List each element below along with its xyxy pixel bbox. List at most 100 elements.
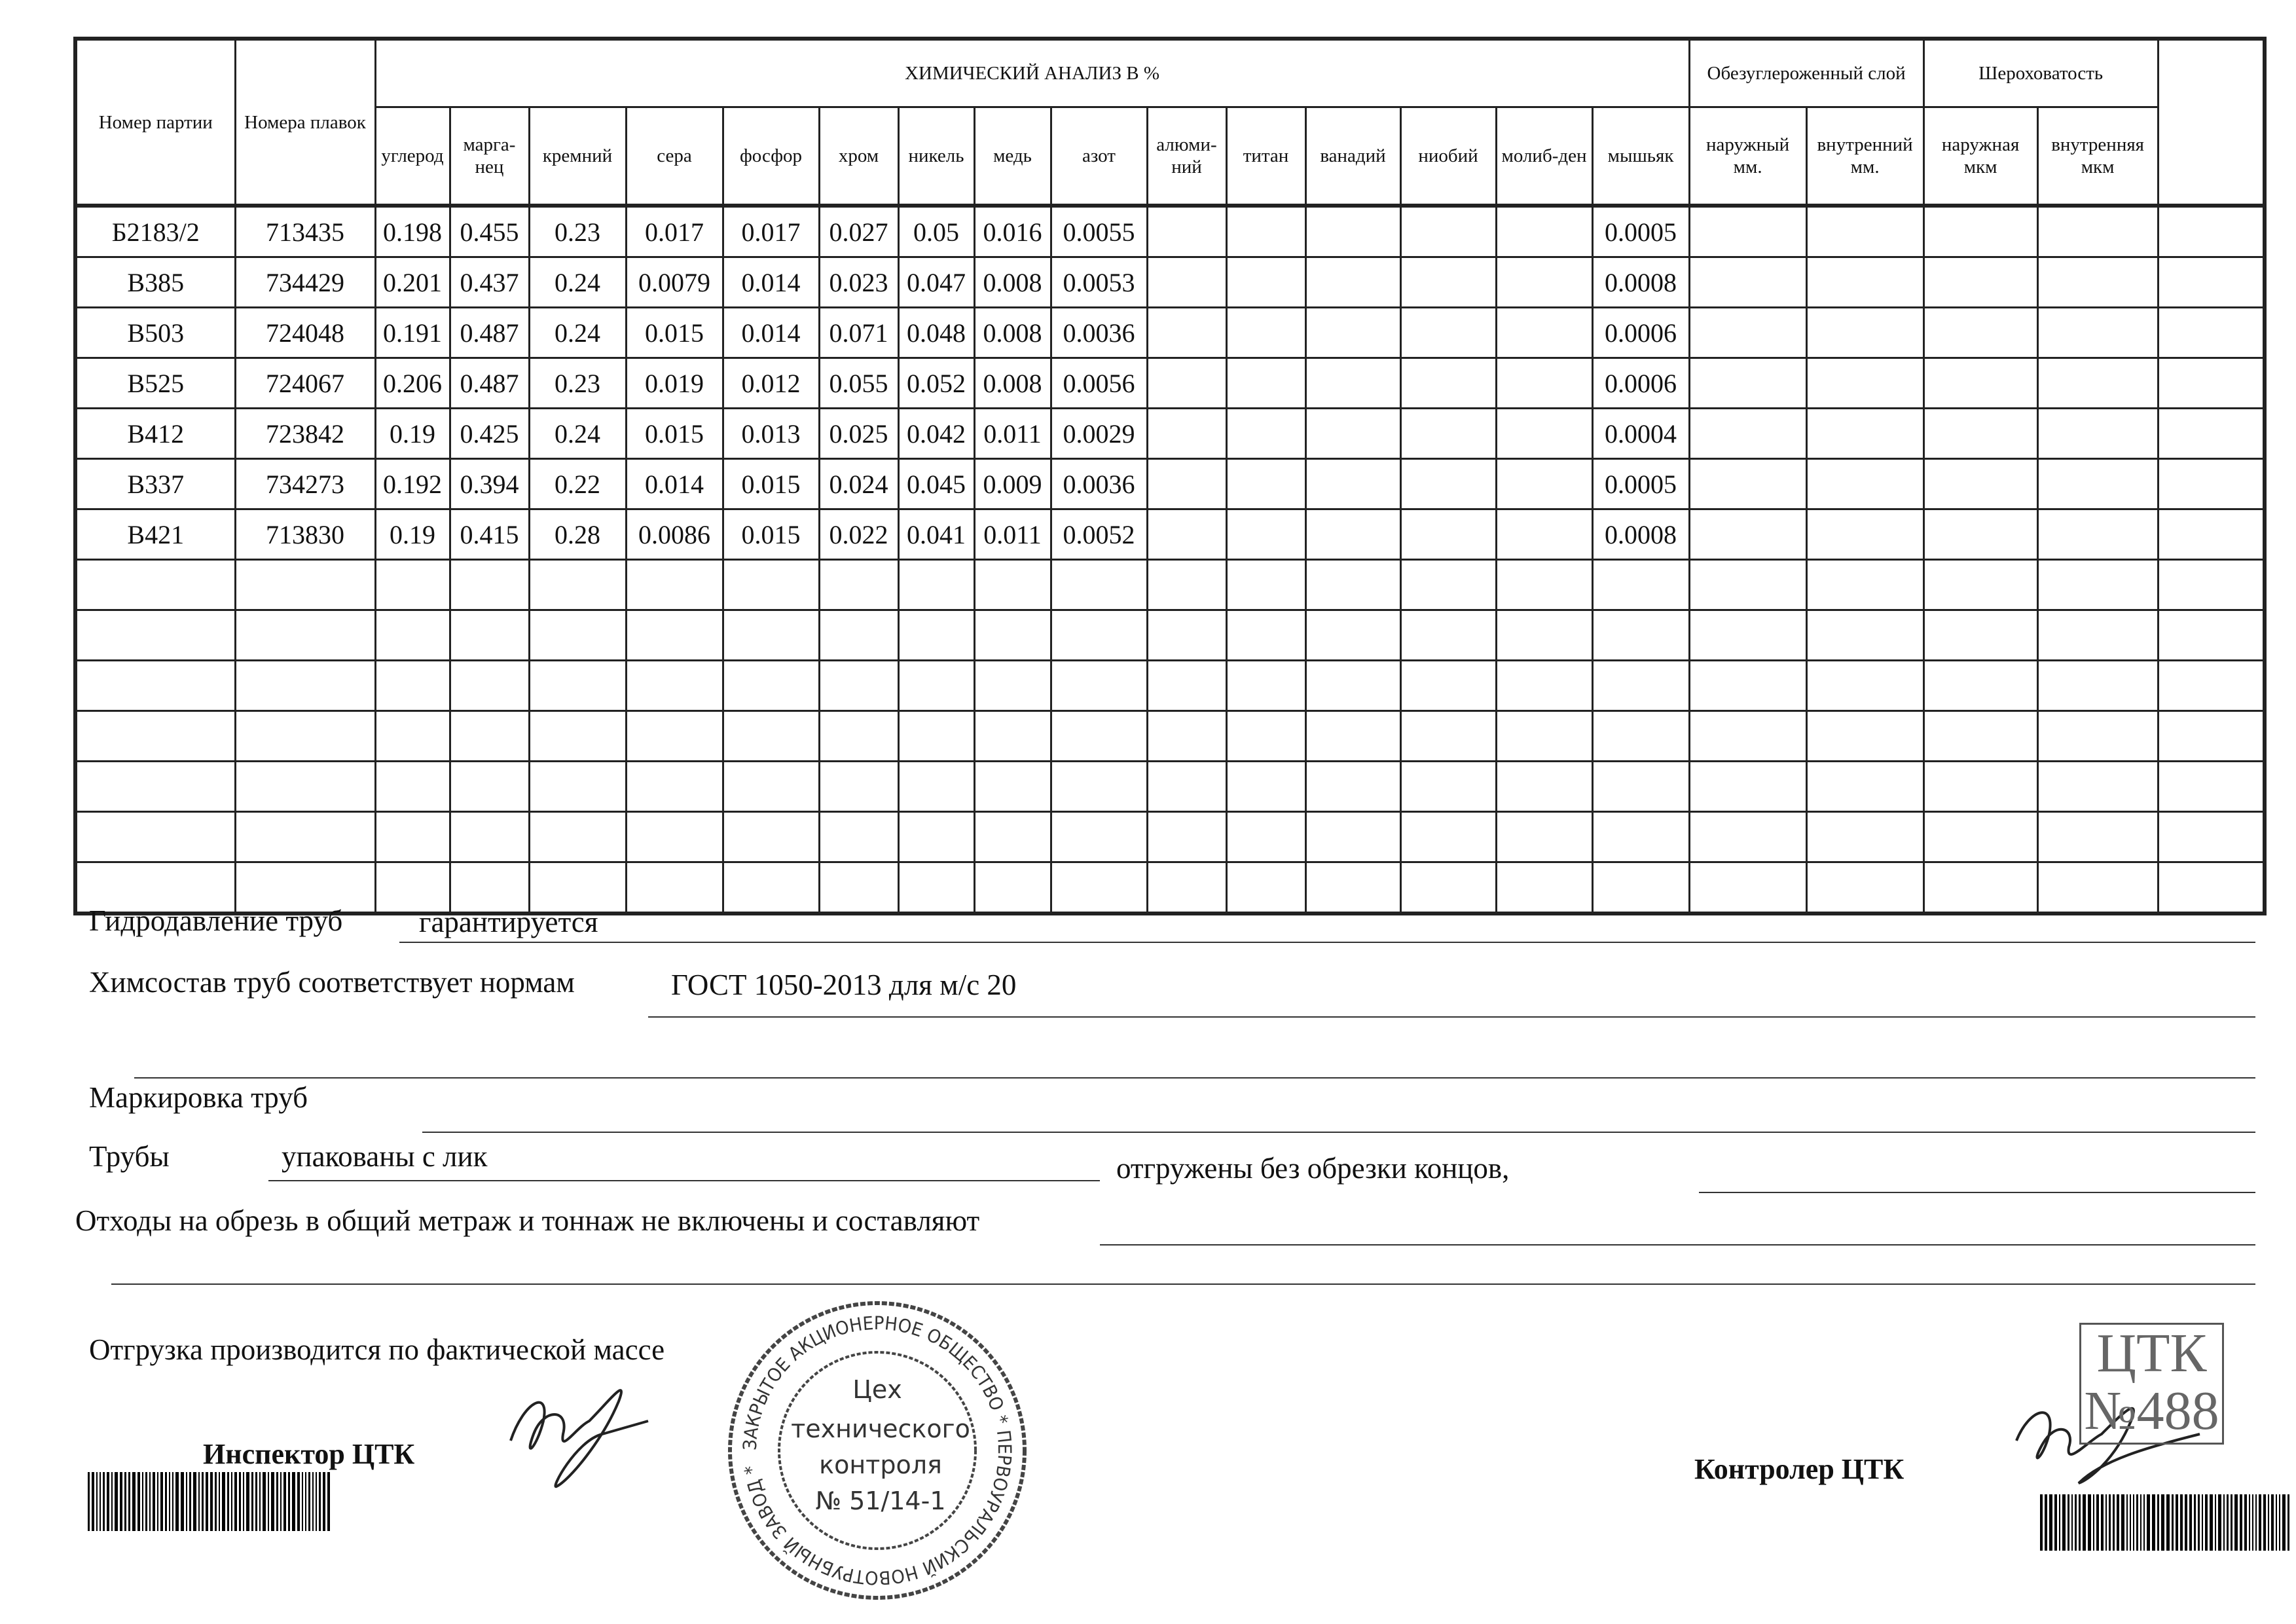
barcode-bar [189, 1472, 191, 1531]
table-cell: 0.011 [973, 407, 1052, 460]
barcode-bar [160, 1472, 163, 1531]
table-cell: 0.0053 [1049, 256, 1148, 308]
table-cell-blank [2157, 458, 2265, 510]
table-cell [2157, 861, 2265, 915]
table-row: В421 713830 0.19 0.415 0.28 0.0086 0.015 0.022 0… [74, 508, 2265, 561]
table-cell [1688, 861, 1808, 915]
header-decarburized-layer: Обезуглероженный слой [1688, 37, 1925, 108]
table-cell: 0.0006 [1591, 306, 1690, 359]
table-cell [625, 609, 724, 661]
table-cell [2036, 659, 2159, 712]
waste-rule [1100, 1244, 2255, 1246]
table-cell [1146, 811, 1228, 863]
table-cell [74, 659, 236, 712]
table-cell [2157, 559, 2265, 611]
table-cell: 0.019 [625, 357, 724, 409]
table-cell: 724067 [234, 357, 376, 409]
table-cell: 0.071 [818, 306, 900, 359]
table-cell [2036, 204, 2159, 258]
barcode-bar [243, 1472, 244, 1531]
barcode-bar [2271, 1494, 2274, 1551]
table-cell [897, 559, 975, 611]
table-cell [374, 710, 451, 762]
table-cell [1591, 760, 1690, 813]
barcode-bar [181, 1472, 184, 1531]
barcode-bar [271, 1472, 274, 1531]
barcode-bar [2287, 1494, 2289, 1551]
table-cell [1591, 710, 1690, 762]
table-cell [1049, 710, 1148, 762]
table-cell-blank [2157, 204, 2265, 258]
table-cell: 0.425 [448, 407, 530, 460]
stamp-line-3: контроля [819, 1450, 942, 1479]
table-cell [973, 559, 1052, 611]
table-cell [448, 559, 530, 611]
table-cell: 0.0005 [1591, 458, 1690, 510]
table-cell [1688, 508, 1808, 561]
barcode-bar [107, 1472, 109, 1531]
table-cell [234, 609, 376, 661]
barcode-bar [2185, 1494, 2187, 1551]
table-cell [1399, 811, 1497, 863]
table-cell [1805, 306, 1925, 359]
table-cell: 0.0056 [1049, 357, 1148, 409]
header-roughness: Шероховатость [1922, 37, 2159, 108]
table-cell [1688, 659, 1808, 712]
table-cell [1805, 559, 1925, 611]
barcode-bar [288, 1472, 290, 1531]
table-cell: 0.0079 [625, 256, 724, 308]
table-row: В503 724048 0.191 0.487 0.24 0.015 0.014 0.071 0… [74, 306, 2265, 359]
table-cell [1304, 811, 1402, 863]
barcode-bar [234, 1472, 237, 1531]
table-cell [721, 710, 820, 762]
barcode-bar [2205, 1494, 2208, 1551]
table-cell [1049, 609, 1148, 661]
table-cell: 0.014 [625, 458, 724, 510]
table-cell [1399, 306, 1497, 359]
table-cell [1688, 458, 1808, 510]
table-cell: 0.206 [374, 357, 451, 409]
inspector-signature [509, 1389, 649, 1488]
table-cell [625, 811, 724, 863]
header-decarb-0: наружный мм. [1688, 106, 1808, 207]
table-cell: 0.24 [528, 256, 627, 308]
table-cell [973, 811, 1052, 863]
table-cell [74, 760, 236, 813]
table-cell [234, 559, 376, 611]
table-cell [1922, 710, 2039, 762]
table-cell: В412 [74, 407, 236, 460]
barcode-bar [308, 1472, 310, 1531]
table-cell: 0.009 [973, 458, 1052, 510]
table-cell [374, 559, 451, 611]
header-element-3: сера [625, 106, 724, 207]
barcode-bar [88, 1472, 90, 1531]
table-cell [1304, 508, 1402, 561]
table-cell [1805, 861, 1925, 915]
table-cell-blank [2157, 357, 2265, 409]
table-cell [973, 760, 1052, 813]
barcode-bar [2109, 1494, 2111, 1551]
table-cell [1304, 659, 1402, 712]
barcode-bar [165, 1472, 167, 1531]
barcode-bar [153, 1472, 155, 1531]
table-cell: 0.0036 [1049, 306, 1148, 359]
table-cell: 0.0036 [1049, 458, 1148, 510]
table-cell [74, 559, 236, 611]
table-cell [1225, 306, 1307, 359]
barcode-bar [2062, 1494, 2066, 1551]
barcode-bar [2194, 1494, 2196, 1551]
barcode-bar [2231, 1494, 2232, 1551]
table-cell [1399, 760, 1497, 813]
table-cell [1495, 559, 1594, 611]
table-cell: 0.016 [973, 204, 1052, 258]
barcode-bar [280, 1472, 282, 1531]
barcode-bar [251, 1472, 253, 1531]
table-cell [2036, 306, 2159, 359]
table-cell [1688, 710, 1808, 762]
table-cell [721, 609, 820, 661]
table-cell: 0.042 [897, 407, 975, 460]
table-cell-blank [2157, 508, 2265, 561]
barcode-bar [246, 1472, 249, 1531]
pipes-value: упакованы с лик [282, 1140, 488, 1173]
table-cell [1922, 609, 2039, 661]
